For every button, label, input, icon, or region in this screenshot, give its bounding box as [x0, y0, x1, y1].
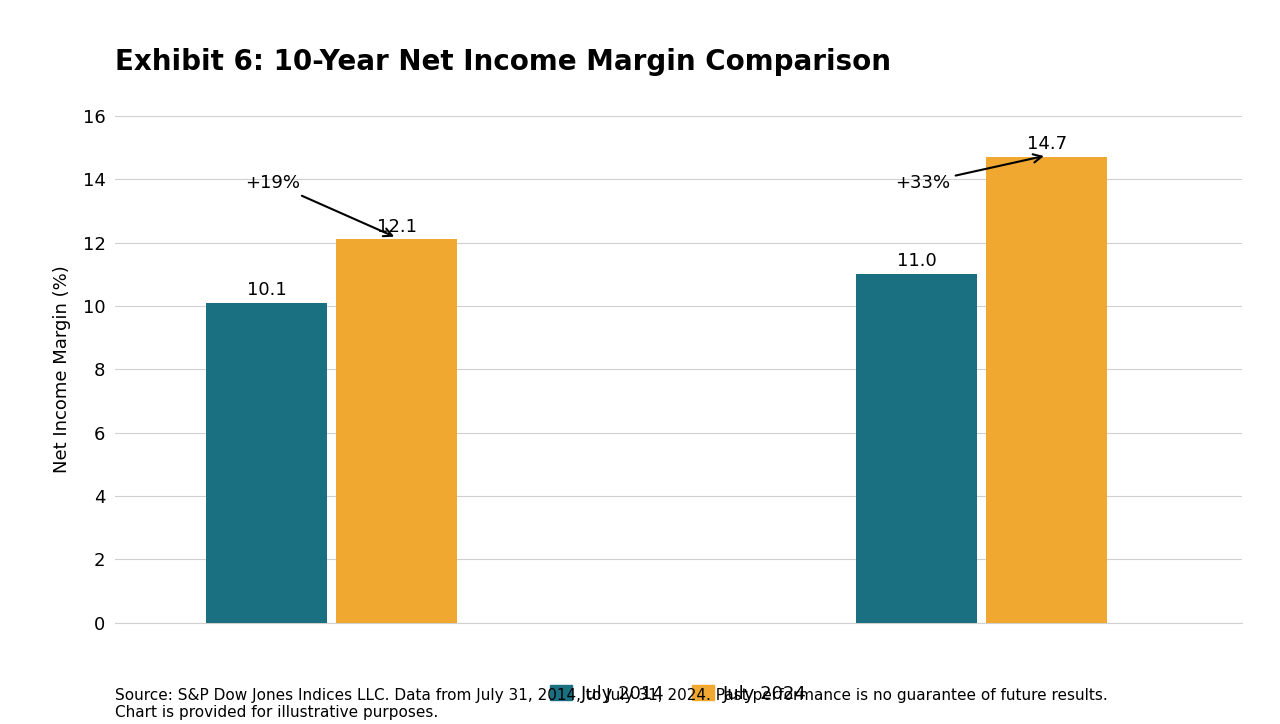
Bar: [856, 274, 978, 623]
Bar: [206, 303, 328, 623]
Legend: July 2014, July 2024: July 2014, July 2024: [543, 677, 814, 710]
Text: 12.1: 12.1: [376, 218, 417, 235]
Text: Exhibit 6: 10-Year Net Income Margin Comparison: Exhibit 6: 10-Year Net Income Margin Com…: [115, 48, 891, 76]
Bar: [337, 240, 457, 623]
Text: 14.7: 14.7: [1027, 135, 1066, 153]
Text: 10.1: 10.1: [247, 281, 287, 299]
Text: +33%: +33%: [895, 154, 1042, 192]
Y-axis label: Net Income Margin (%): Net Income Margin (%): [54, 266, 72, 473]
Text: Source: S&P Dow Jones Indices LLC. Data from July 31, 2014, to July 31, 2024. Pa: Source: S&P Dow Jones Indices LLC. Data …: [115, 688, 1108, 720]
Text: +19%: +19%: [246, 174, 392, 236]
Text: 11.0: 11.0: [897, 253, 937, 271]
Bar: [986, 157, 1107, 623]
